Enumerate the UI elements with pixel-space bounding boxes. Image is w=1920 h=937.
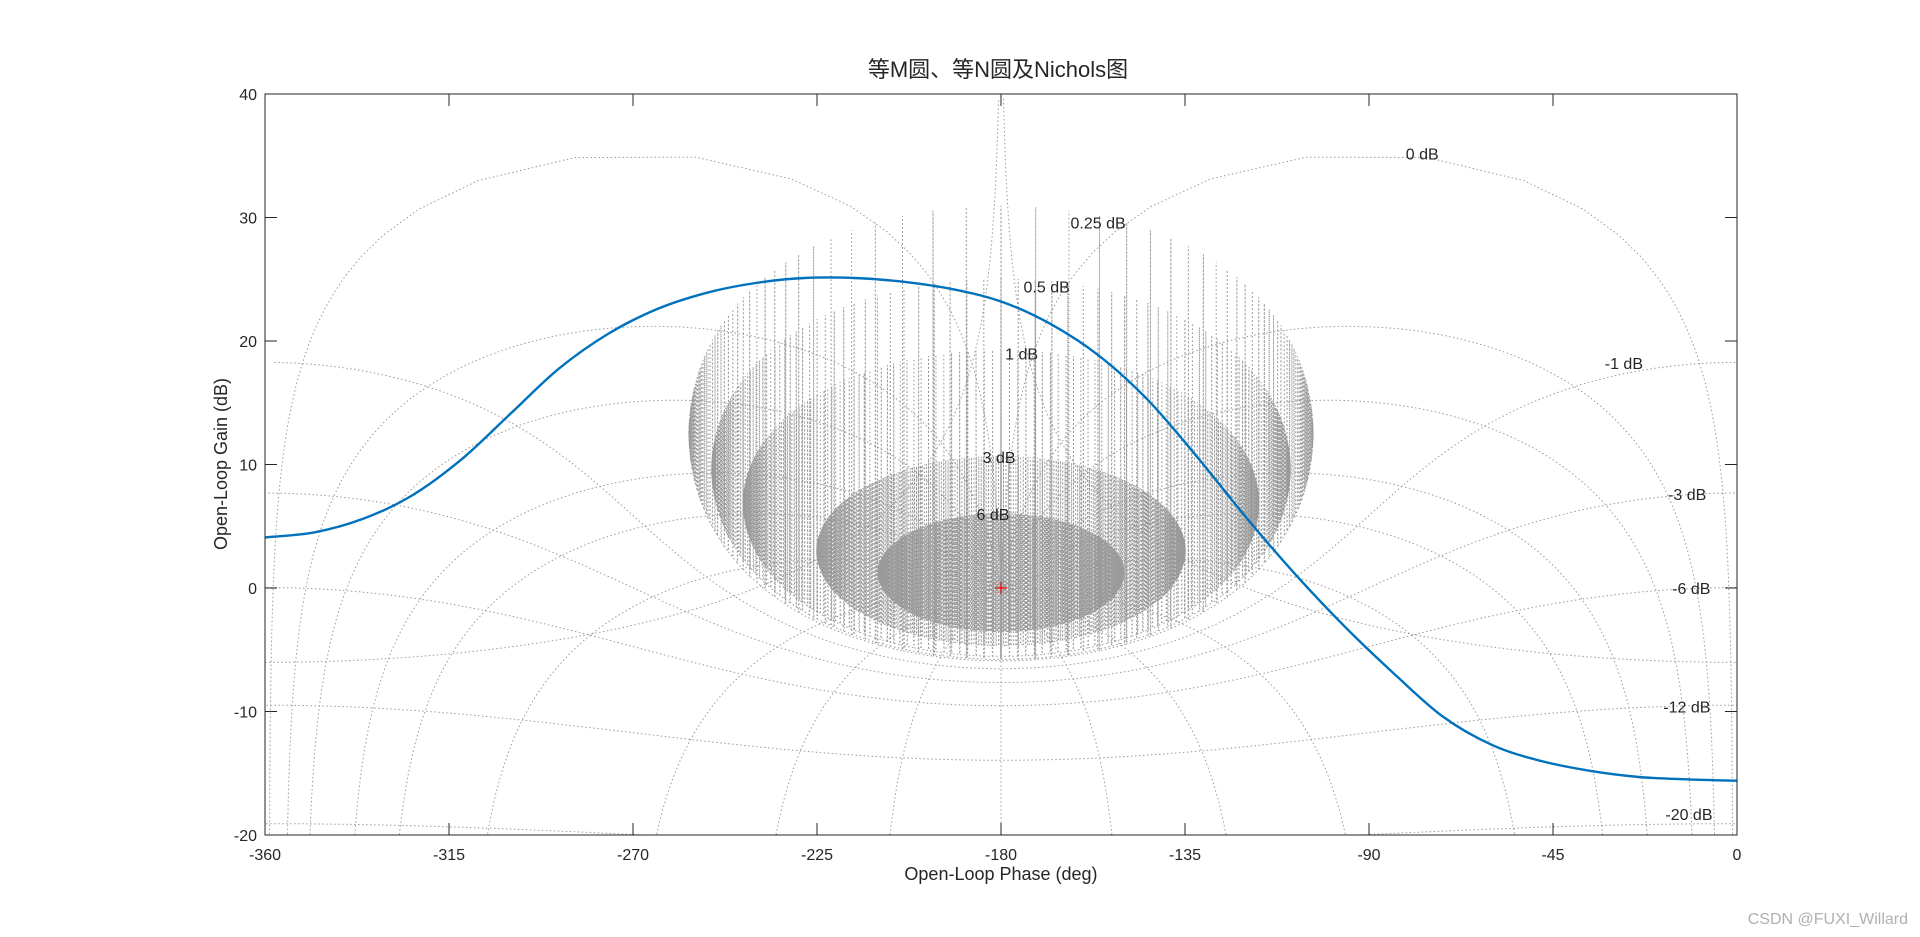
chart-title: 等M圆、等N圆及Nichols图 bbox=[868, 57, 1128, 82]
y-tick-label: 20 bbox=[239, 334, 257, 351]
watermark-text: CSDN @FUXI_Willard bbox=[1747, 911, 1908, 928]
y-tick-label: 40 bbox=[239, 87, 257, 104]
x-tick-label: -180 bbox=[985, 847, 1017, 864]
x-tick-label: -45 bbox=[1541, 847, 1564, 864]
m-contour bbox=[711, 278, 1291, 660]
y-axis-label: Open-Loop Gain (dB) bbox=[211, 378, 231, 550]
y-tick-label: 0 bbox=[248, 581, 257, 598]
m-contour-0db bbox=[1003, 98, 1737, 663]
m-contour bbox=[266, 704, 1737, 761]
x-axis-label: Open-Loop Phase (deg) bbox=[904, 864, 1097, 884]
grid-label: -6 dB bbox=[1672, 581, 1710, 598]
grid-label: 0.5 dB bbox=[1024, 280, 1070, 297]
nichols-grid-labels: 0 dB 0.25 dB 0.5 dB 1 dB 3 dB 6 dB -1 dB -3 dB -… bbox=[977, 146, 1713, 824]
n-contour bbox=[1001, 472, 1648, 835]
m-contour bbox=[266, 823, 1737, 836]
n-contour bbox=[1003, 587, 1346, 835]
series-layer bbox=[264, 276, 1738, 782]
nichols-grid bbox=[265, 98, 1738, 836]
grid-label: 6 dB bbox=[977, 507, 1010, 524]
m-contour bbox=[268, 492, 1737, 683]
n-contour bbox=[487, 558, 1000, 835]
m-contour bbox=[688, 205, 1314, 662]
n-contour bbox=[1002, 558, 1515, 835]
y-tick-label: -10 bbox=[234, 705, 257, 722]
n-contour bbox=[889, 588, 1001, 835]
grid-label: 0 dB bbox=[1406, 146, 1439, 163]
x-tick-labels: -360 -315 -270 -225 -180 -135 -90 -45 0 bbox=[249, 847, 1742, 864]
x-tick-label: -270 bbox=[617, 847, 649, 864]
grid-label: -20 dB bbox=[1665, 807, 1712, 824]
x-tick-label: -90 bbox=[1357, 847, 1380, 864]
m-contour bbox=[267, 587, 1737, 707]
y-tick-label: -20 bbox=[234, 828, 257, 845]
grid-label: -3 dB bbox=[1668, 487, 1706, 504]
n-contour bbox=[354, 472, 1001, 835]
n-contour bbox=[1001, 588, 1113, 835]
x-tick-label: -360 bbox=[249, 847, 281, 864]
n-contour bbox=[775, 588, 1000, 835]
y-tick-label: 10 bbox=[239, 458, 257, 475]
m-contour bbox=[274, 361, 1738, 670]
grid-label: 0.25 dB bbox=[1071, 215, 1126, 232]
x-tick-label: 0 bbox=[1733, 847, 1742, 864]
x-tick-label: -225 bbox=[801, 847, 833, 864]
n-contour bbox=[269, 156, 1002, 835]
grid-label: -12 dB bbox=[1663, 700, 1710, 717]
grid-label: 1 dB bbox=[1005, 346, 1038, 363]
n-contour bbox=[656, 587, 999, 835]
x-tick-label: -135 bbox=[1169, 847, 1201, 864]
x-tick-label: -315 bbox=[433, 847, 465, 864]
n-contour bbox=[1001, 399, 1693, 835]
y-tick-label: 30 bbox=[239, 211, 257, 228]
tick-marks bbox=[264, 93, 1738, 836]
n-contour bbox=[1000, 156, 1733, 835]
grid-label: 3 dB bbox=[983, 450, 1016, 467]
n-contour bbox=[309, 399, 1001, 835]
series-line bbox=[264, 276, 1738, 782]
y-tick-labels: -20 -10 0 10 20 30 40 bbox=[234, 87, 257, 845]
n-contour bbox=[1002, 588, 1227, 835]
grid-label: -1 dB bbox=[1605, 356, 1643, 373]
critical-point-layer bbox=[995, 582, 1007, 594]
